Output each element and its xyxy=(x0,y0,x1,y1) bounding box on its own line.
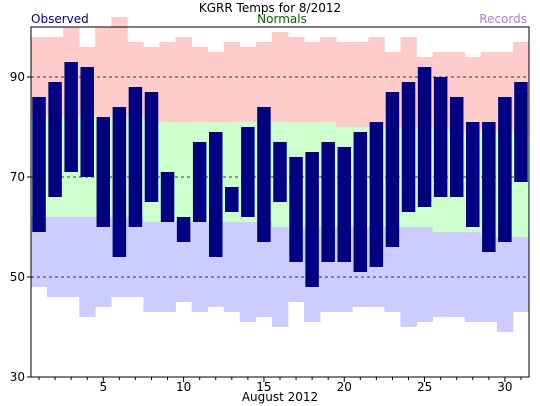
record-low-band xyxy=(223,222,241,312)
observed-bar xyxy=(176,217,191,242)
record-low-band xyxy=(480,237,498,322)
x-tick-label: 20 xyxy=(337,380,352,394)
observed-bar xyxy=(80,67,94,177)
observed-bar xyxy=(321,142,335,262)
observed-bar xyxy=(257,107,271,242)
normal-band xyxy=(175,122,192,222)
record-low-band xyxy=(432,232,449,317)
record-high-band xyxy=(255,42,273,122)
x-tick-label: 25 xyxy=(417,380,432,394)
record-low-band xyxy=(464,232,482,322)
observed-bar xyxy=(96,117,111,227)
record-high-band xyxy=(223,42,241,122)
y-tick-label: 50 xyxy=(10,270,25,284)
record-high-band xyxy=(480,52,498,132)
record-high-band xyxy=(352,42,369,127)
observed-bar xyxy=(369,122,384,267)
legend-observed: Observed xyxy=(31,12,89,26)
record-high-band xyxy=(320,37,337,122)
record-high-band xyxy=(239,47,257,122)
observed-bar xyxy=(32,97,46,232)
observed-bar xyxy=(48,82,62,197)
record-high-band xyxy=(368,37,385,127)
record-low-band xyxy=(416,227,433,322)
record-low-band xyxy=(512,237,530,312)
record-high-band xyxy=(271,32,289,122)
record-low-band xyxy=(271,227,289,327)
observed-bar xyxy=(225,187,239,212)
record-low-band xyxy=(496,237,514,332)
x-tick-label: 5 xyxy=(99,380,107,394)
record-high-band xyxy=(159,42,176,122)
record-high-band xyxy=(304,42,321,122)
record-low-band xyxy=(255,222,273,317)
observed-bar xyxy=(289,157,303,262)
observed-bar xyxy=(305,152,319,287)
observed-bar xyxy=(241,127,255,217)
y-tick-label: 70 xyxy=(10,170,25,184)
record-low-band xyxy=(191,222,209,312)
observed-bars xyxy=(32,62,528,287)
observed-bar xyxy=(112,107,127,257)
x-axis-label: August 2012 xyxy=(242,390,318,404)
axes: 30 50 70 90 5 10 15 20 25 30 xyxy=(10,70,522,394)
record-high-band xyxy=(95,27,112,117)
legend-normals: Normals xyxy=(257,12,307,26)
record-low-band xyxy=(31,217,48,287)
record-low-band xyxy=(47,217,64,297)
record-low-band xyxy=(448,232,466,317)
legend-records: Records xyxy=(479,12,527,26)
observed-bar xyxy=(208,132,223,257)
chart-title: KGRR Temps for 8/2012 xyxy=(199,1,341,15)
record-low-band xyxy=(239,222,257,322)
record-high-band xyxy=(111,17,128,117)
observed-bar xyxy=(273,142,287,202)
x-tick-label: 30 xyxy=(497,380,512,394)
record-low-band xyxy=(384,227,401,312)
observed-bar xyxy=(466,122,480,227)
record-high-band xyxy=(336,42,353,127)
record-low-band xyxy=(63,217,80,297)
observed-bar xyxy=(64,62,78,172)
observed-bar xyxy=(433,77,448,197)
x-tick-label: 15 xyxy=(256,380,271,394)
observed-bar xyxy=(514,82,528,182)
observed-bar xyxy=(449,97,464,197)
observed-bar xyxy=(128,87,143,227)
y-tick-label: 90 xyxy=(10,70,25,84)
record-high-band xyxy=(191,47,209,122)
record-low-band xyxy=(95,217,112,307)
record-low-band xyxy=(143,222,160,312)
x-tick-label: 10 xyxy=(176,380,191,394)
observed-bar xyxy=(498,97,512,242)
observed-bar xyxy=(353,132,368,272)
record-high-band xyxy=(464,57,482,132)
observed-bar xyxy=(482,122,496,252)
record-high-band xyxy=(288,37,305,122)
record-low-band xyxy=(79,217,96,317)
observed-bar xyxy=(144,92,159,202)
observed-bar xyxy=(385,92,400,247)
record-low-band xyxy=(400,227,417,327)
observed-bar xyxy=(160,172,175,222)
y-tick-label: 30 xyxy=(10,370,25,384)
observed-bar xyxy=(401,82,416,212)
record-low-band xyxy=(159,222,176,312)
observed-bar xyxy=(337,147,352,262)
observed-bar xyxy=(192,142,207,222)
record-high-band xyxy=(207,52,225,122)
record-low-band xyxy=(127,217,144,297)
record-high-band xyxy=(175,37,192,122)
observed-bar xyxy=(417,67,432,207)
